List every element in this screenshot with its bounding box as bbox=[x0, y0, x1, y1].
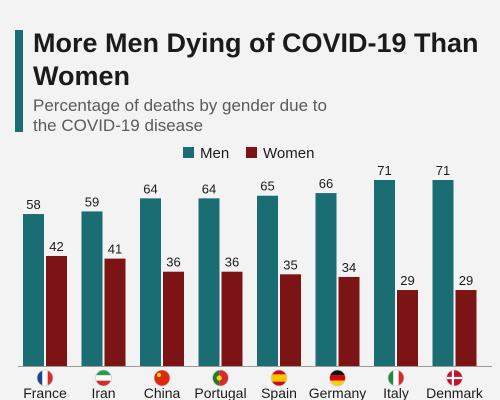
bar-women-iran bbox=[104, 258, 126, 366]
category-label-spain: Spain bbox=[261, 385, 297, 400]
data-label-women-portugal: 36 bbox=[225, 255, 239, 270]
data-label-women-china: 36 bbox=[166, 255, 180, 270]
data-label-women-spain: 35 bbox=[283, 257, 297, 272]
legend-swatch-women bbox=[246, 147, 257, 158]
denmark-flag-icon bbox=[446, 369, 463, 387]
legend-label-women: Women bbox=[263, 145, 314, 162]
bar-men-france bbox=[23, 214, 44, 366]
portugal-flag-icon bbox=[212, 369, 229, 387]
italy-flag-icon bbox=[387, 369, 405, 387]
category-label-iran: Iran bbox=[91, 385, 115, 400]
bar-women-france bbox=[46, 255, 67, 366]
bar-men-italy bbox=[374, 180, 395, 366]
france-flag-icon bbox=[36, 369, 54, 387]
legend-label-men: Men bbox=[200, 145, 229, 162]
bar-women-china bbox=[163, 271, 184, 366]
data-label-men-italy: 71 bbox=[377, 163, 391, 178]
bar-women-portugal bbox=[221, 271, 243, 366]
data-label-women-france: 42 bbox=[49, 239, 63, 254]
category-label-italy: Italy bbox=[383, 385, 409, 400]
data-label-women-italy: 29 bbox=[400, 273, 414, 288]
data-label-men-china: 64 bbox=[143, 181, 157, 196]
category-label-denmark: Denmark bbox=[426, 385, 484, 400]
data-label-women-iran: 41 bbox=[108, 242, 122, 257]
data-label-men-spain: 65 bbox=[260, 179, 274, 194]
germany-flag-icon bbox=[329, 369, 346, 387]
data-label-men-france: 58 bbox=[26, 197, 40, 212]
category-label-china: China bbox=[144, 385, 181, 400]
bar-women-germany bbox=[338, 276, 360, 366]
bar-women-denmark bbox=[455, 290, 477, 366]
data-label-men-iran: 59 bbox=[85, 194, 99, 209]
category-label-germany: Germany bbox=[309, 385, 367, 400]
legend-swatch-men bbox=[183, 147, 194, 158]
china-flag-icon bbox=[153, 369, 171, 387]
category-label-france: France bbox=[23, 385, 67, 400]
bar-men-iran bbox=[81, 211, 103, 366]
data-label-men-germany: 66 bbox=[319, 176, 333, 191]
bar-men-spain bbox=[257, 195, 278, 366]
category-label-portugal: Portugal bbox=[194, 385, 246, 400]
title-accent-bar bbox=[15, 30, 23, 132]
iran-flag-icon bbox=[95, 369, 112, 387]
bar-men-denmark bbox=[432, 180, 454, 366]
chart-title: More Men Dying of COVID-19 Than Women bbox=[33, 28, 479, 91]
bar-men-china bbox=[140, 198, 161, 366]
bar-women-italy bbox=[397, 290, 418, 366]
bar-men-portugal bbox=[198, 198, 220, 366]
bar-women-spain bbox=[280, 274, 301, 366]
data-label-women-germany: 34 bbox=[342, 260, 356, 275]
data-label-men-portugal: 64 bbox=[202, 181, 216, 196]
data-label-men-denmark: 71 bbox=[436, 163, 450, 178]
spain-flag-icon bbox=[270, 369, 288, 387]
data-label-women-denmark: 29 bbox=[459, 273, 473, 288]
chart-subtitle: Percentage of deaths by gender due to th… bbox=[33, 96, 327, 135]
bar-men-germany bbox=[315, 193, 337, 366]
